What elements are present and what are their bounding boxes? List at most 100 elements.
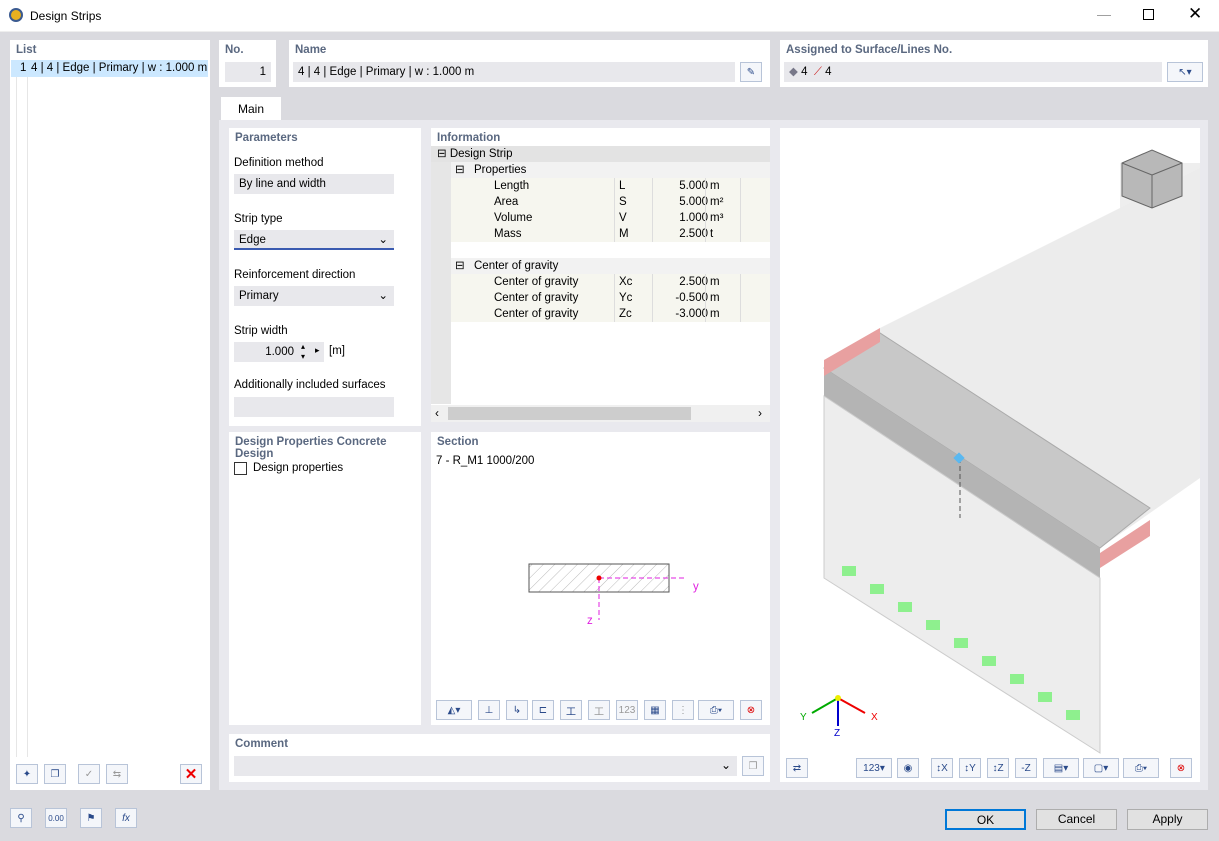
3d-view[interactable]: X Y Z ⇄ 123▾ ◉ ↕X ↕Y ↕Z -Z ▤▾ ▢▾ ⎙▾ ⊗ <box>780 128 1200 782</box>
info-symbol: S <box>619 196 627 208</box>
dots-button[interactable]: ⋮ <box>672 700 694 720</box>
units-button[interactable]: 0.00 <box>45 808 67 828</box>
view-minus-z-button[interactable]: -Z <box>1015 758 1037 778</box>
strip-width-label: Strip width <box>234 325 288 337</box>
strip-type-select[interactable]: Edge ⌄ <box>234 230 394 250</box>
numbering-button[interactable]: 123 <box>616 700 638 720</box>
collapse-icon[interactable]: ⊟ <box>437 148 447 160</box>
grid-button[interactable]: ▦ <box>644 700 666 720</box>
pick-button[interactable]: ↖▾ <box>1167 62 1203 82</box>
chevron-down-icon[interactable]: ⌄ <box>721 758 732 772</box>
tab-main[interactable]: Main <box>221 97 281 121</box>
design-properties-checkbox[interactable] <box>234 462 247 475</box>
numbering-view-button[interactable]: 123▾ <box>856 758 892 778</box>
name-panel: Name 4 | 4 | Edge | Primary | w : 1.000 … <box>289 40 770 87</box>
collapse-icon[interactable]: ⊟ <box>455 164 465 176</box>
section-header: Section <box>437 436 479 448</box>
reinforcement-direction-select[interactable]: Primary ⌄ <box>234 286 394 306</box>
spinner-icon[interactable]: ▴ ▾ <box>301 342 306 361</box>
model-info-button[interactable]: ⚑ <box>80 808 102 828</box>
assigned-surfaces: 4 <box>801 66 808 78</box>
strip-type-label: Strip type <box>234 213 283 225</box>
supports <box>842 566 1080 720</box>
edit-name-button[interactable]: ✎ <box>740 62 762 82</box>
info-symbol: V <box>619 212 627 224</box>
dimension-button[interactable]: ⊥ <box>478 700 500 720</box>
scroll-right-icon[interactable]: › <box>758 406 762 420</box>
info-unit: m <box>710 180 720 192</box>
render-button[interactable]: ▤▾ <box>1043 758 1079 778</box>
tree-root-label: Design Strip <box>449 148 513 160</box>
comment-panel: Comment ⌄ ❐ <box>229 734 770 782</box>
parameters-header: Parameters <box>235 132 298 144</box>
close-icon[interactable]: ✕ <box>1188 4 1203 23</box>
tree-group[interactable]: ⊟ Center of gravity <box>451 258 770 274</box>
reset-view-button[interactable]: ⊗ <box>740 700 762 720</box>
list-header: List <box>16 44 37 56</box>
centroid-marker <box>953 452 965 464</box>
copy-item-button[interactable]: ❐ <box>44 764 66 784</box>
iso-view-button[interactable]: ▢▾ <box>1083 758 1119 778</box>
view-cube[interactable] <box>1121 149 1183 209</box>
minimize-icon[interactable]: — <box>1097 6 1111 22</box>
maximize-icon[interactable] <box>1143 9 1154 20</box>
list-item-no: 1 <box>20 62 27 74</box>
comment-library-button[interactable]: ❐ <box>742 756 764 776</box>
no-field[interactable]: 1 <box>225 62 271 82</box>
info-row: Center of gravity Zc -3.000 m <box>451 306 770 322</box>
assigned-field[interactable]: ◆ 4 ⟋ 4 <box>784 62 1162 82</box>
apply-button[interactable]: Apply <box>1127 809 1208 830</box>
strip-width-unit: [m] <box>329 345 345 357</box>
slab <box>828 168 1200 548</box>
info-value: 1.000 <box>679 212 708 224</box>
help-button[interactable]: ⚲ <box>10 808 32 828</box>
section-panel: Section 7 - R_M1 1000/200 y z ◭▾ ⊥ ↳ ⊏ 工… <box>431 432 770 725</box>
list-item[interactable]: 1 4 | 4 | Edge | Primary | w : 1.000 m <box>11 60 208 77</box>
view-x-button[interactable]: ↕X <box>931 758 953 778</box>
tree-root[interactable]: ⊟ Design Strip <box>431 146 770 162</box>
model-render <box>811 149 1200 754</box>
horizontal-scrollbar[interactable]: ‹ › <box>431 405 770 422</box>
reset-3d-button[interactable]: ⊗ <box>1170 758 1192 778</box>
assigned-header: Assigned to Surface/Lines No. <box>786 44 953 56</box>
stress-points-button[interactable]: 工 <box>588 700 610 720</box>
ok-button[interactable]: OK <box>945 809 1026 830</box>
info-value: 2.500 <box>679 276 708 288</box>
comment-input[interactable] <box>234 756 737 776</box>
print-button[interactable]: ⎙▾ <box>698 700 734 720</box>
strip-width-input[interactable]: 1.000 <box>234 342 324 362</box>
info-symbol: Zc <box>619 308 632 320</box>
display-button[interactable]: ◉ <box>897 758 919 778</box>
info-name: Center of gravity <box>494 308 579 320</box>
formula-button[interactable]: fx <box>115 808 137 828</box>
tree-group[interactable]: ⊟ Properties <box>451 162 770 178</box>
centroid-button[interactable]: ⊏ <box>532 700 554 720</box>
section-view-button[interactable]: ◭▾ <box>436 700 472 720</box>
list-divider <box>16 77 17 757</box>
new-item-button[interactable]: ✦ <box>16 764 38 784</box>
print-view-button[interactable]: ⎙▾ <box>1123 758 1159 778</box>
view-minus-y-button[interactable]: ↕Y <box>959 758 981 778</box>
cancel-button[interactable]: Cancel <box>1036 809 1117 830</box>
info-value: -3.000 <box>675 308 708 320</box>
view-z-button[interactable]: ↕Z <box>987 758 1009 778</box>
scroll-left-icon[interactable]: ‹ <box>435 406 439 420</box>
tree-group-label: Properties <box>474 164 527 176</box>
additional-surfaces-field[interactable] <box>234 397 394 417</box>
info-value: -0.500 <box>675 292 708 304</box>
axes-button[interactable]: ↳ <box>506 700 528 720</box>
uncheck-button[interactable]: ⇆ <box>106 764 128 784</box>
axis-y-label: Y <box>800 712 807 723</box>
delete-button[interactable]: ✕ <box>180 764 202 784</box>
check-button[interactable]: ✓ <box>78 764 100 784</box>
name-field[interactable]: 4 | 4 | Edge | Primary | w : 1.000 m <box>293 62 735 82</box>
collapse-icon[interactable]: ⊟ <box>455 260 465 272</box>
info-name: Area <box>494 196 519 208</box>
design-properties-label: Design properties <box>253 462 344 474</box>
scrollbar-thumb[interactable] <box>448 407 691 420</box>
arrow-right-icon[interactable]: ▸ <box>315 345 320 355</box>
view-settings-button[interactable]: ⇄ <box>786 758 808 778</box>
shear-center-button[interactable]: 工 <box>560 700 582 720</box>
parameters-panel: Parameters Definition method By line and… <box>229 128 421 426</box>
information-panel: Information ⊟ Design Strip ⊟ Properties Le… <box>431 128 770 422</box>
